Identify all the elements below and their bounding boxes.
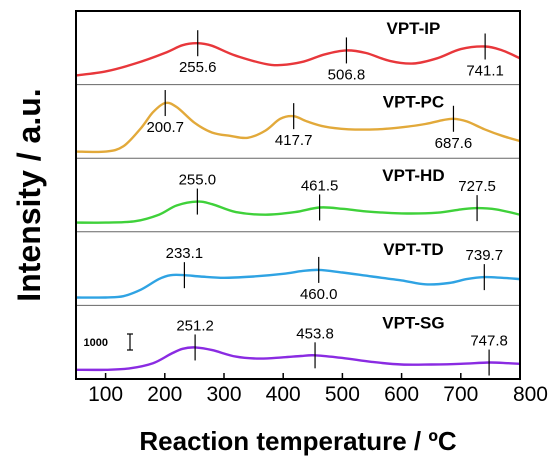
peak-label: 200.7 xyxy=(146,119,184,136)
panel-vpt-sg: VPT-SG 251.2 453.8 747.8 xyxy=(75,313,521,376)
y-axis-title: Intensity / a.u. xyxy=(11,88,47,301)
peak-label: 233.1 xyxy=(166,245,204,262)
peak-label: 460.0 xyxy=(300,286,338,303)
peak-label: 739.7 xyxy=(466,247,504,264)
series-label: VPT-IP xyxy=(387,19,441,38)
series-line-vpt-td xyxy=(75,268,521,299)
peak-label: 741.1 xyxy=(466,62,504,79)
peak-label: 453.8 xyxy=(296,325,334,342)
x-tick-label: 400 xyxy=(266,383,301,406)
x-tick-label: 600 xyxy=(384,383,419,406)
series-label: VPT-TD xyxy=(383,240,443,259)
peak-label: 461.5 xyxy=(301,177,339,194)
series-label: VPT-PC xyxy=(383,93,444,112)
plot-frame xyxy=(75,10,521,380)
panel-vpt-ip: VPT-IP 255.6 506.8 741.1 xyxy=(75,19,521,86)
x-tick-label: 500 xyxy=(325,383,360,406)
series-line-vpt-pc xyxy=(75,101,521,154)
panel-vpt-td: VPT-TD 233.1 460.0 739.7 xyxy=(75,240,521,306)
peak-label: 417.7 xyxy=(275,132,313,149)
series-line-vpt-hd xyxy=(75,200,521,224)
scale-bar-label: 1000 xyxy=(84,337,108,349)
scale-bar: 1000 xyxy=(84,333,133,351)
x-axis-title: Reaction temperature / ºC xyxy=(139,426,456,456)
x-tick-label: 700 xyxy=(443,383,478,406)
panels-group: VPT-IP 255.6 506.8 741.1 VPT-PC 200.7 417.7 687… xyxy=(75,19,521,376)
x-tick-label: 100 xyxy=(88,383,123,406)
x-tick-label: 200 xyxy=(147,383,182,406)
peak-label: 255.6 xyxy=(179,59,217,76)
peak-label: 506.8 xyxy=(328,66,366,83)
x-axis: 100 200 300 400 500 600 700 800 xyxy=(88,373,548,406)
series-line-vpt-sg xyxy=(75,346,521,372)
x-tick-label: 300 xyxy=(206,383,241,406)
series-line-vpt-ip xyxy=(75,41,521,77)
series-label: VPT-HD xyxy=(382,166,444,185)
series-label: VPT-SG xyxy=(382,313,444,332)
peak-label: 727.5 xyxy=(458,178,496,195)
peak-label: 255.0 xyxy=(179,172,217,189)
peak-label: 251.2 xyxy=(176,317,214,334)
peak-label: 687.6 xyxy=(435,135,473,152)
panel-vpt-pc: VPT-PC 200.7 417.7 687.6 xyxy=(75,90,521,159)
panel-vpt-hd: VPT-HD 255.0 461.5 727.5 xyxy=(75,166,521,233)
x-tick-label: 800 xyxy=(513,383,548,406)
peak-label: 747.8 xyxy=(470,333,508,350)
